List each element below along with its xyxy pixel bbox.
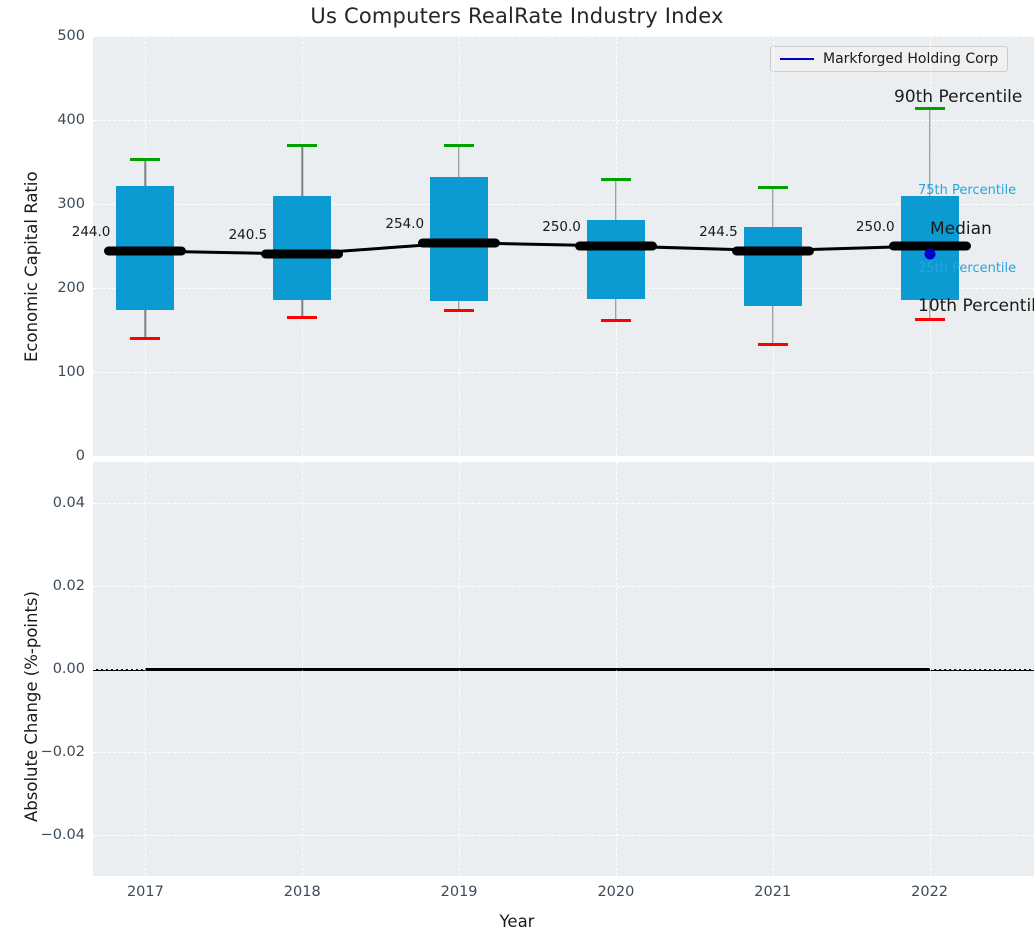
whisker-cap-p10-2019 — [444, 309, 475, 312]
x-tick-label-2019: 2019 — [440, 884, 478, 900]
y-tick-label-top: 0 — [75, 448, 85, 464]
x-tick-label-2022: 2022 — [911, 884, 949, 900]
y-tick-label-top: 400 — [57, 112, 85, 128]
annotation-median: Median — [930, 219, 992, 239]
gridline-vertical — [615, 462, 617, 876]
y-tick-label-top: 500 — [57, 28, 85, 44]
x-tick-label-2018: 2018 — [283, 884, 321, 900]
gridline-horizontal — [93, 503, 1034, 505]
whisker-cap-p90-2021 — [757, 186, 788, 190]
company-marker-markforged[interactable] — [924, 248, 936, 260]
annotation-p75: 75th Percentile — [918, 183, 1017, 198]
gridline-vertical — [145, 462, 147, 876]
gridline-vertical — [772, 462, 774, 876]
box-2021[interactable] — [743, 226, 802, 306]
gridline-vertical — [929, 462, 931, 876]
gridline-horizontal — [93, 36, 1034, 37]
annotation-p25: 25th Percentile — [918, 261, 1017, 276]
gridline-horizontal — [93, 456, 1034, 457]
gridline-horizontal — [93, 372, 1034, 373]
median-marker-2020 — [574, 241, 657, 251]
whisker-cap-p90-2018 — [287, 144, 318, 148]
gridline-horizontal — [93, 120, 1034, 121]
annotation-p10: 10th Percentile — [918, 296, 1034, 316]
median-value-label-2021: 244.5 — [699, 223, 738, 240]
x-tick-label-2017: 2017 — [126, 884, 164, 900]
legend-line-swatch — [780, 58, 814, 60]
whisker-cap-p90-2020 — [600, 177, 631, 181]
y-tick-label-bottom: 0.04 — [52, 495, 85, 512]
median-value-label-2020: 250.0 — [542, 219, 581, 235]
whisker-cap-p90-2019 — [444, 143, 475, 147]
whisker-cap-p90-2022 — [914, 107, 945, 111]
y-tick-label-top: 200 — [57, 280, 85, 296]
x-tick-label-2021: 2021 — [754, 884, 792, 900]
y-tick-label-bottom: 0.00 — [52, 661, 85, 677]
gridline-horizontal — [93, 669, 1034, 670]
whisker-cap-p10-2022 — [914, 318, 945, 322]
gridline-horizontal — [93, 204, 1034, 205]
median-value-label-2019: 254.0 — [385, 215, 425, 232]
median-value-label-2018: 240.5 — [228, 226, 268, 243]
whisker-cap-p10-2020 — [600, 319, 631, 323]
chart-legend[interactable]: Markforged Holding Corp — [770, 46, 1009, 72]
median-value-label-2017: 244.0 — [71, 224, 111, 241]
x-tick-label-2020: 2020 — [597, 884, 635, 900]
y-tick-label-bottom: −0.02 — [40, 743, 85, 760]
y-tick-label-bottom: 0.02 — [52, 578, 85, 595]
y-tick-label-top: 300 — [57, 196, 85, 212]
median-marker-2018 — [261, 249, 344, 259]
zero-reference-line — [93, 669, 1034, 671]
box-2020[interactable] — [586, 219, 645, 299]
median-marker-2021 — [731, 246, 814, 256]
median-marker-2019 — [418, 238, 501, 248]
gridline-horizontal — [93, 586, 1034, 588]
median-value-label-2022: 250.0 — [855, 219, 895, 235]
median-marker-2022 — [888, 241, 971, 251]
whisker-cap-p10-2017 — [130, 336, 161, 340]
box-2018[interactable] — [273, 195, 332, 300]
gridline-horizontal — [93, 834, 1034, 836]
whisker-cap-p10-2021 — [757, 342, 788, 346]
chart-title: Us Computers RealRate Industry Index — [310, 4, 724, 28]
y-tick-label-bottom: −0.04 — [40, 826, 85, 843]
legend-label-markforged: Markforged Holding Corp — [823, 51, 999, 67]
median-marker-2017 — [104, 246, 187, 256]
gridline-horizontal — [93, 751, 1034, 753]
y-axis-label-bottom: Absolute Change (%-points) — [22, 591, 41, 822]
y-tick-label-top: 100 — [57, 364, 85, 380]
annotation-p90: 90th Percentile — [894, 87, 1023, 107]
gridline-horizontal — [93, 288, 1034, 289]
whisker-cap-p90-2017 — [130, 157, 161, 161]
gridline-vertical — [459, 462, 461, 876]
gridline-vertical — [302, 462, 304, 876]
x-axis-label: Year — [499, 912, 535, 931]
whisker-cap-p10-2018 — [287, 315, 318, 319]
